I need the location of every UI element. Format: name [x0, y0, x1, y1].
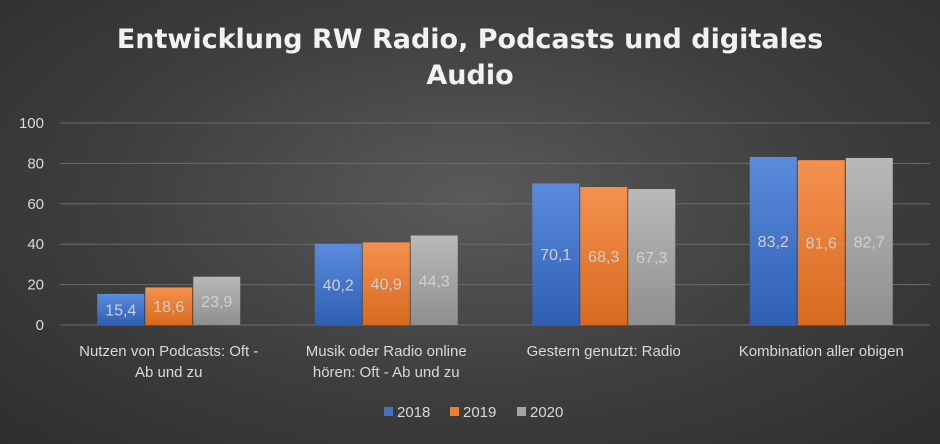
data-label: 23,9: [201, 294, 232, 311]
legend-label-2018: 2018: [397, 404, 430, 421]
chart-title: Entwicklung RW Radio, Podcasts und digit…: [117, 24, 823, 91]
bar-2020: [410, 235, 458, 325]
data-label: 15,4: [105, 302, 136, 319]
bar-2019: [362, 242, 410, 325]
data-label: 40,2: [323, 277, 354, 294]
chart-title-line-1: Entwicklung RW Radio, Podcasts und digit…: [117, 24, 823, 55]
legend-swatch-2018: [384, 407, 393, 416]
legend: 2018 2019 2020: [384, 404, 563, 421]
data-label: 44,3: [419, 273, 450, 290]
bar-2019: [580, 187, 628, 325]
y-tick-label: 100: [19, 115, 44, 132]
bar-2018: [749, 156, 797, 325]
bar-2018: [314, 243, 362, 325]
category-label: Gestern genutzt: Radio: [527, 343, 681, 360]
y-axis-ticks: 0 20 40 60 80 100: [19, 115, 44, 334]
bar-2020: [193, 276, 241, 325]
bar-2018: [532, 183, 580, 325]
data-label: 81,6: [806, 236, 837, 253]
y-tick-label: 20: [27, 277, 44, 294]
legend-label-2020: 2020: [530, 404, 563, 421]
data-labels: 15,4 18,6 23,9 40,2 40,9 44,3 70,1 68,3 67,3 83,2…: [105, 234, 885, 319]
bar-2020: [628, 189, 676, 325]
legend-swatch-2019: [450, 407, 459, 416]
category-label: hören: Oft - Ab und zu: [313, 364, 460, 381]
y-tick-label: 80: [27, 155, 44, 172]
data-label: 83,2: [758, 234, 789, 251]
legend-label-2019: 2019: [463, 404, 496, 421]
bars: [97, 156, 893, 325]
data-label: 82,7: [854, 234, 885, 251]
category-label: Nutzen von Podcasts: Oft -: [79, 343, 258, 360]
bar-2019: [145, 287, 193, 325]
category-labels: Nutzen von Podcasts: Oft - Ab und zu Musik…: [79, 343, 904, 381]
data-label: 70,1: [540, 247, 571, 264]
bar-2020: [845, 157, 893, 325]
category-label: Kombination aller obigen: [739, 343, 904, 360]
category-label: Ab und zu: [135, 364, 203, 381]
bar-2018: [97, 293, 145, 325]
y-tick-label: 40: [27, 236, 44, 253]
data-label: 68,3: [588, 249, 619, 266]
category-label: Musik oder Radio online: [306, 343, 467, 360]
legend-swatch-2020: [517, 407, 526, 416]
chart-title-line-2: Audio: [426, 60, 513, 91]
y-tick-label: 0: [36, 317, 44, 334]
y-tick-label: 60: [27, 196, 44, 213]
data-label: 18,6: [153, 299, 184, 316]
data-label: 40,9: [371, 277, 402, 294]
bar-2019: [797, 160, 845, 325]
data-label: 67,3: [636, 250, 667, 267]
